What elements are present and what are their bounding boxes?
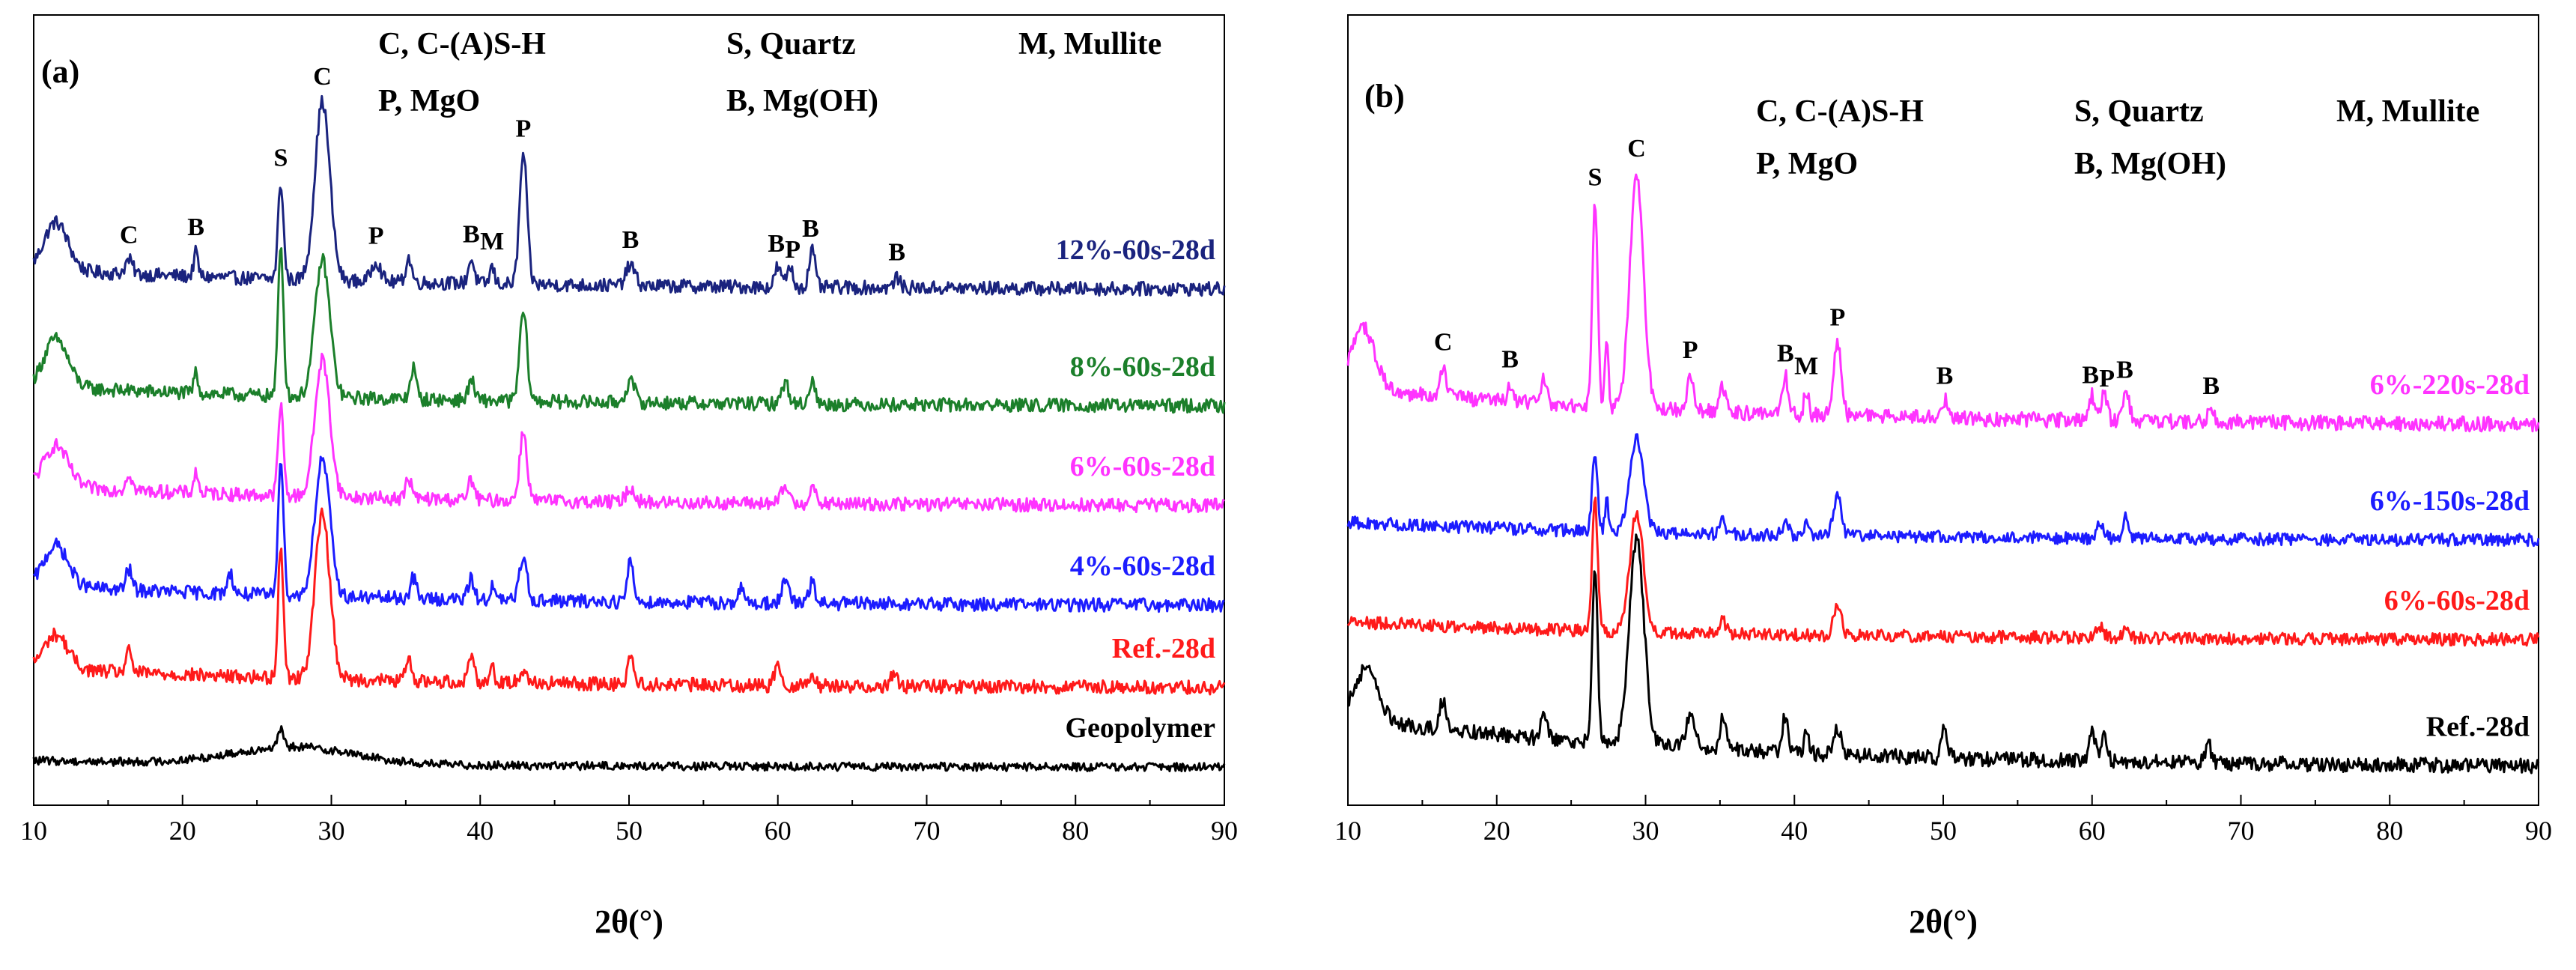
peak-label: M (480, 228, 504, 255)
series-line (32, 352, 1226, 514)
series-line (32, 455, 1225, 613)
peak-label: B (187, 213, 204, 241)
peak-label: C (1434, 328, 1453, 356)
phase-legend-entry: S, Quartz (726, 27, 856, 61)
series-line (32, 507, 1226, 696)
series-label: 12%-60s-28d (1056, 234, 1215, 266)
series-label: Geopolymer (1065, 712, 1215, 744)
peak-label: B (622, 226, 640, 254)
peak-label: B (1777, 339, 1794, 367)
series-label: 6%-220s-28d (2370, 369, 2530, 401)
series-label: Ref.-28d (1112, 633, 1215, 664)
phase-legend-entry: M, Mullite (1018, 27, 1161, 61)
x-tick-label: 20 (169, 816, 196, 846)
peak-label: P (1683, 336, 1698, 364)
peak-label: P (368, 222, 384, 250)
x-axis-label: 2θ(°) (1909, 903, 1978, 940)
x-axis-label: 2θ(°) (595, 903, 663, 940)
series-line (32, 725, 1226, 772)
series-line (1346, 173, 2540, 433)
x-tick-label: 40 (467, 816, 493, 846)
series-label: 4%-60s-28d (1070, 551, 1215, 582)
phase-legend-entry: M, Mullite (2336, 94, 2479, 129)
peak-label: P (515, 115, 531, 142)
panel-b: 10 20 30 40 50 60 70 80 90 2θ(°) (b) C, C-(A)S-H S, … (1334, 14, 2552, 940)
peak-label: B (888, 239, 905, 267)
x-tick-label: 20 (1483, 816, 1510, 846)
series-label: Ref.-28d (2426, 711, 2530, 742)
peak-label: P (2099, 365, 2115, 392)
peak-label: S (1588, 164, 1602, 192)
x-tick-label: 30 (1632, 816, 1659, 846)
phase-legend-entry: P, MgO (378, 84, 480, 118)
series-line (1347, 533, 2540, 775)
peak-label: B (1936, 363, 1954, 390)
phase-legend-entry: B, Mg(OH) (726, 84, 878, 118)
peak-label: S (273, 144, 288, 172)
series-line (1346, 496, 2540, 647)
peak-label: B (802, 215, 819, 243)
x-tick-label: 60 (765, 816, 792, 846)
series-label: 6%-150s-28d (2370, 485, 2530, 517)
peak-label: B (2116, 357, 2133, 384)
peak-label: B (2082, 361, 2099, 389)
x-tick-label: 50 (1930, 816, 1957, 846)
x-tick-label: 60 (2079, 816, 2106, 846)
panel-a: 10 20 30 40 50 60 70 80 90 2θ(°) (a) C, C-(A)S-H S, … (20, 14, 1238, 940)
phase-legend-entry: S, Quartz (2074, 94, 2204, 129)
x-tick-label: 10 (20, 816, 47, 846)
x-tick-label: 50 (616, 816, 643, 846)
peak-label: C (313, 63, 332, 91)
phase-legend-entry: C, C-(A)S-H (378, 27, 546, 61)
panel-label: (a) (41, 53, 79, 90)
peak-label: C (1627, 135, 1646, 163)
peak-label: P (785, 236, 801, 264)
x-tick-label: 10 (1334, 816, 1361, 846)
x-tick-label: 40 (1781, 816, 1808, 846)
phase-legend-entry: B, Mg(OH) (2074, 147, 2226, 181)
peak-label: B (463, 220, 480, 248)
peak-label: B (768, 230, 785, 258)
x-tick-label: 80 (1062, 816, 1089, 846)
panel-label: (b) (1364, 78, 1405, 115)
x-tick-label: 70 (2228, 816, 2255, 846)
peak-label: P (1829, 303, 1845, 331)
peak-label: B (1501, 345, 1519, 373)
series-line (1346, 433, 2540, 548)
peak-label: M (1794, 353, 1818, 381)
series-label: 6%-60s-28d (1070, 451, 1215, 482)
x-tick-label: 70 (914, 816, 941, 846)
phase-legend-entry: C, C-(A)S-H (1756, 94, 1924, 129)
peak-label: C (120, 221, 139, 249)
series-line (32, 247, 1226, 414)
series-label: 6%-60s-28d (2384, 585, 2530, 616)
series-label: 8%-60s-28d (1070, 351, 1215, 383)
x-tick-label: 90 (1211, 816, 1238, 846)
plot-frame (1347, 14, 2539, 806)
x-tick-label: 90 (2525, 816, 2552, 846)
x-tick-label: 80 (2376, 816, 2403, 846)
series-line (32, 94, 1226, 297)
peak-label: B (2202, 372, 2220, 400)
x-tick-label: 30 (318, 816, 345, 846)
phase-legend-entry: P, MgO (1756, 147, 1858, 181)
